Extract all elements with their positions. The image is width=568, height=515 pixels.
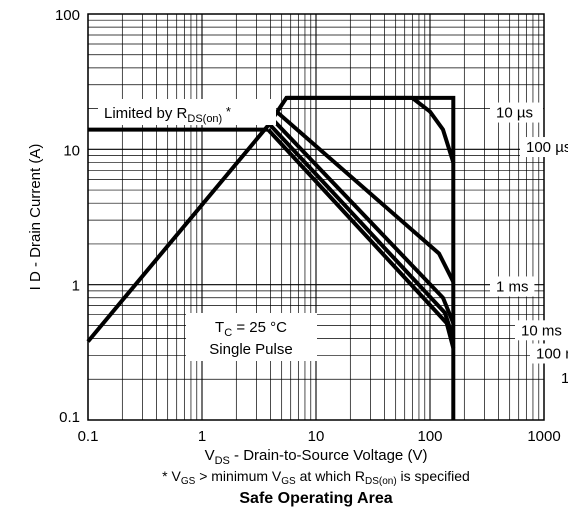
x-axis-label: VDS - Drain-to-Source Voltage (V) [205, 447, 428, 467]
rds-limit-label-subscript: DS(on) [187, 113, 222, 125]
series-label-bg [520, 137, 568, 158]
single-pulse-label: Single Pulse [209, 341, 292, 358]
x-tick-labels: 0.1 1 10 100 1000 [78, 428, 561, 445]
chart-title: Safe Operating Area [239, 490, 392, 507]
temperature-label-prefix: T [215, 319, 224, 336]
x-tick-label: 0.1 [78, 428, 99, 445]
series-label: 100 µs [526, 139, 568, 156]
footnote-p4: is specified [397, 468, 470, 484]
rds-limit-annotation: Limited by RDS(on) * [98, 99, 276, 125]
y-axis-label: I D - Drain Current (A) [27, 144, 44, 291]
x-tick-label: 1 [198, 428, 206, 445]
series-line-10-ms [271, 118, 456, 324]
footnote-p1: * V [162, 468, 181, 484]
footnote-s2: GS [281, 476, 296, 487]
temperature-label-subscript: C [224, 327, 232, 339]
series-line-1-ms [275, 110, 456, 283]
plot-frame [87, 13, 545, 421]
y-tick-label: 10 [63, 142, 80, 159]
series-label-bg [530, 343, 568, 364]
x-tick-label: 1000 [527, 428, 560, 445]
x-tick-label: 10 [308, 428, 325, 445]
conditions-annotation-bg [186, 313, 317, 361]
footnote: * VGS > minimum VGS at which RDS(on) is … [162, 468, 470, 487]
rds-limit-annotation-bg [98, 99, 276, 125]
x-axis-label-rest: - Drain-to-Source Voltage (V) [230, 447, 428, 464]
series-line-100-s [286, 95, 456, 163]
footnote-s1: GS [181, 476, 196, 487]
series-line-1-s-dc [266, 128, 456, 349]
y-tick-label: 1 [72, 278, 80, 295]
y-tick-labels: 0.1 1 10 100 [55, 7, 80, 426]
series-label: 10 µs [496, 105, 533, 122]
series-label: 1 ms [496, 278, 529, 295]
series-group [86, 95, 456, 420]
rds-limit-label-suffix: * [222, 104, 231, 119]
series-label: 100 ms [536, 346, 568, 363]
y-tick-label: 100 [55, 7, 80, 24]
x-axis-label-subscript: DS [215, 455, 230, 467]
rds-limit-label-prefix: Limited by R [104, 105, 188, 122]
series-label-bg [555, 367, 568, 388]
x-axis-label-main: V [205, 447, 215, 464]
rds-limit-label: Limited by RDS(on) * [104, 104, 231, 125]
conditions-annotation: TC = 25 °C Single Pulse [186, 313, 317, 361]
temperature-label: TC = 25 °C [215, 319, 287, 339]
temperature-label-value: = 25 °C [232, 319, 287, 336]
y-tick-label: 0.1 [59, 409, 80, 426]
series-label: 1 s, DC [561, 370, 568, 387]
footnote-s3: DS(on) [365, 476, 397, 487]
series-label: 10 ms [521, 322, 562, 339]
series-label-bg [490, 276, 535, 297]
series-label-bg [490, 102, 543, 123]
footnote-p2: > minimum V [195, 468, 282, 484]
series-label-bg [515, 320, 568, 341]
x-tick-label: 100 [417, 428, 442, 445]
footnote-p3: at which R [296, 468, 365, 484]
series-labels: 10 µs 100 µs 1 ms 10 ms 100 ms 1 s, DC [490, 102, 568, 388]
